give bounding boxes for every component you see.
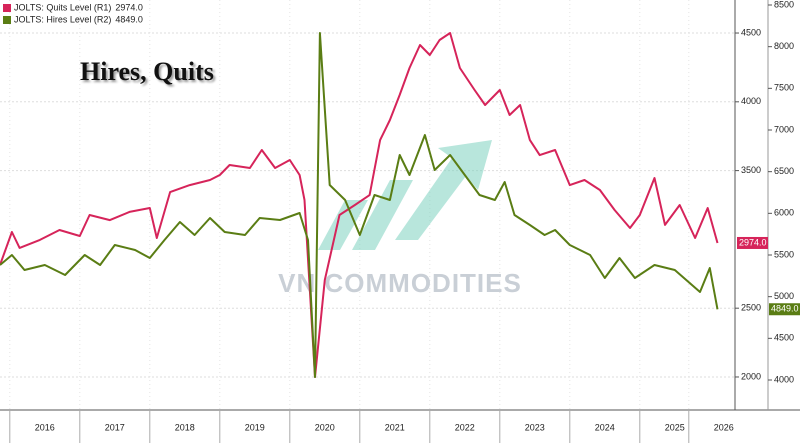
y2-tick-label: 6000: [774, 208, 794, 218]
last-value-tag: [737, 236, 768, 249]
x-tick-label: 2016: [35, 422, 55, 432]
last-value-tag: [769, 303, 800, 316]
y2-tick-label: 5500: [774, 249, 794, 259]
y2-tick-label: 8000: [774, 41, 794, 51]
lines: [0, 32, 719, 378]
legend-label: JOLTS: Quits Level (R1): [14, 2, 111, 12]
chart-title: Hires, Quits: [80, 57, 214, 86]
legend-value: 2974.0: [115, 2, 143, 12]
y-tick-label: 3500: [741, 165, 761, 175]
grid: [0, 0, 735, 410]
series-line: [0, 32, 719, 378]
y2-tick-label: 6500: [774, 166, 794, 176]
last-value-label: 2974.0: [739, 237, 767, 247]
y2-tick-label: 5000: [774, 291, 794, 301]
x-tick-label: 2024: [595, 422, 615, 432]
x-tick-label: 2020: [315, 422, 335, 432]
x-tick-label: 2021: [385, 422, 405, 432]
axes: 2000 2500 3500 4000 4500 4000 4500 5000 5500 6000…: [9, 0, 800, 443]
x-tick-label: 2022: [455, 422, 475, 432]
y2-tick-label: 4000: [774, 374, 794, 384]
y-tick-label: 4000: [741, 96, 761, 106]
y-tick-label: 2000: [741, 371, 761, 381]
last-value-label: 4849.0: [771, 304, 799, 314]
x-tick-label: 2019: [245, 422, 265, 432]
legend-label: JOLTS: Hires Level (R2): [14, 14, 111, 24]
series-line: [0, 32, 719, 378]
x-tick-label: 2025: [665, 422, 685, 432]
x-tick-label: 2026: [714, 422, 734, 432]
watermark: VN COMMODITIES: [278, 268, 522, 298]
legend-value: 4849.0: [115, 14, 143, 24]
y-tick-label: 2500: [741, 303, 761, 313]
x-tick-label: 2023: [525, 422, 545, 432]
x-tick-label: 2018: [175, 422, 195, 432]
y2-tick-label: 8500: [774, 0, 794, 9]
y2-tick-label: 7500: [774, 83, 794, 93]
legend-swatch: [3, 16, 11, 24]
y-tick-label: 4500: [741, 27, 761, 37]
watermark-logo: [318, 140, 492, 250]
legend: JOLTS: Quits Level (R1) 2974.0 JOLTS: Hire…: [3, 2, 143, 24]
y2-tick-label: 4500: [774, 333, 794, 343]
legend-swatch: [3, 4, 11, 12]
x-tick-label: 2017: [105, 422, 125, 432]
y2-tick-label: 7000: [774, 124, 794, 134]
